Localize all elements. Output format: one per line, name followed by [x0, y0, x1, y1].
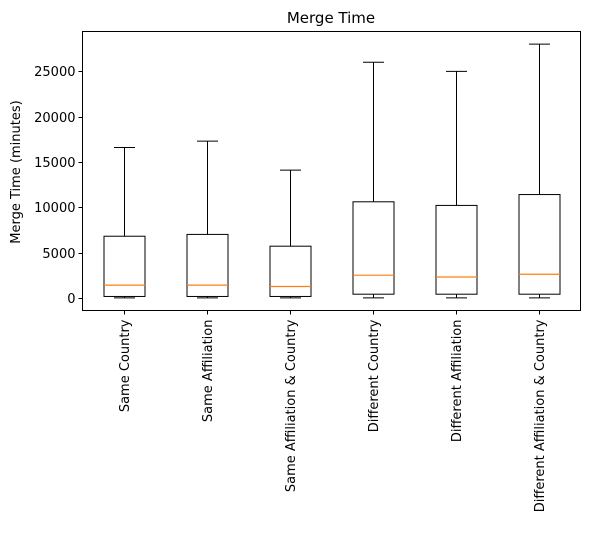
- box-group: [103, 146, 146, 299]
- plot-frame: [82, 31, 581, 311]
- y-tick-label: 20000: [34, 111, 75, 126]
- box-group: [269, 169, 312, 299]
- plot-area: 0 5000 10000 15000 20000 25000 Same Country Sam…: [34, 43, 561, 512]
- y-tick-label: 5000: [42, 247, 75, 262]
- box: [352, 201, 395, 295]
- box-group: [518, 43, 561, 299]
- box: [186, 233, 229, 297]
- x-tick-label: Different Affiliation: [450, 320, 465, 443]
- y-tick-label: 10000: [34, 201, 75, 216]
- box-group: [186, 140, 229, 299]
- box-group: [435, 70, 478, 299]
- chart-title: Merge Time: [287, 9, 375, 27]
- x-tick-label: Different Affiliation & Country: [533, 319, 548, 512]
- box: [103, 235, 146, 297]
- x-tick-label: Different Country: [367, 319, 382, 432]
- x-tick-label: Same Affiliation: [201, 320, 216, 423]
- y-tick-label: 15000: [34, 156, 75, 171]
- box: [435, 204, 478, 295]
- y-axis-label: Merge Time (minutes): [9, 100, 24, 243]
- box: [269, 245, 312, 297]
- box: [518, 194, 561, 295]
- x-tick-label: Same Country: [118, 319, 133, 412]
- box-group: [352, 61, 395, 299]
- x-tick-label: Same Affiliation & Country: [284, 319, 299, 492]
- y-tick-label: 0: [67, 292, 75, 307]
- y-tick-label: 25000: [34, 65, 75, 80]
